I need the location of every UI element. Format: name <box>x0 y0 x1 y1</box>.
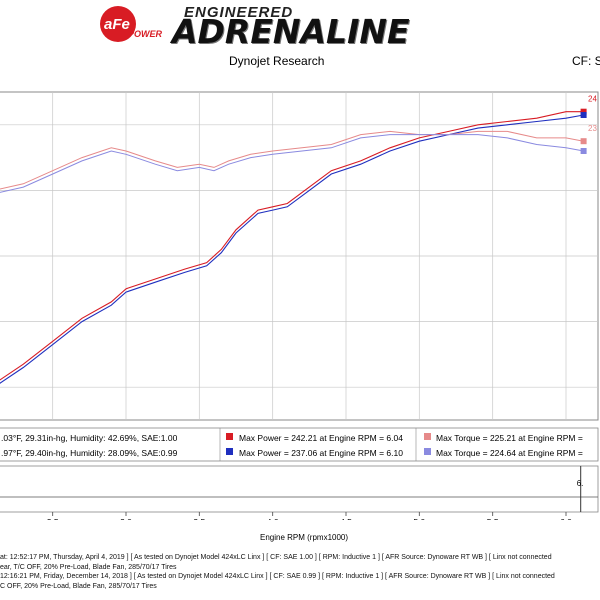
series-line-torque2 <box>0 134 584 193</box>
brand-subtitle: ENGINEERED <box>184 4 294 21</box>
chart-source: Dynojet Research <box>229 54 325 68</box>
legend-swatch-power <box>226 433 233 440</box>
legend-conditions: .03°F, 29.31in-hg, Humidity: 42.69%, SAE… <box>1 433 178 443</box>
x-tick-label: 4.0 <box>267 517 279 520</box>
footer-line-2: ear, T/C OFF, 20% Pre-Load, Blade Fan, 2… <box>0 563 177 571</box>
x-tick-label: 6.0 <box>560 517 572 520</box>
aux-strip <box>0 465 599 513</box>
series-end-label: 23 <box>588 124 597 133</box>
x-tick-label: 4.5 <box>340 517 352 520</box>
series-endpoint-power2 <box>580 112 587 118</box>
x-tick-label: 5.5 <box>487 517 499 520</box>
dyno-chart: 24 23 .03°F, 29.31in-hg, Humidity: 42.69%… <box>0 91 599 520</box>
cursor-label: 6. <box>577 479 584 488</box>
legend-power: Max Power = 237.06 at Engine RPM = 6.10 <box>239 448 403 458</box>
legend-swatch-power <box>226 448 233 455</box>
legend-swatch-torque <box>424 433 431 440</box>
brand-title: ADRENALINE <box>172 12 410 51</box>
legend-power: Max Power = 242.21 at Engine RPM = 6.04 <box>239 433 403 443</box>
series-endpoint-torque1 <box>580 138 587 145</box>
legend: .03°F, 29.31in-hg, Humidity: 42.69%, SAE… <box>0 427 599 462</box>
x-tick-label: 2.5 <box>47 517 59 520</box>
legend-conditions: .97°F, 29.40in-hg, Humidity: 28.09%, SAE… <box>1 448 178 458</box>
legend-box <box>0 427 599 462</box>
footer-line-4: C OFF, 20% Pre-Load, Blade Fan, 285/70/1… <box>0 582 157 590</box>
series-endpoint-power1 <box>580 108 587 115</box>
correction-factor-label: CF: S <box>572 54 600 68</box>
series-line-power1 <box>0 111 584 381</box>
svg-text:POWER: POWER <box>128 29 163 39</box>
legend-torque: Max Torque = 225.21 at Engine RPM = <box>436 433 583 443</box>
footer-line-1: at: 12:52:17 PM, Thursday, April 4, 2019… <box>0 554 552 561</box>
x-tick-label: 3.0 <box>120 517 132 520</box>
x-tick-label: 5.0 <box>413 517 425 520</box>
x-axis-label: Engine RPM (rpmx1000) <box>260 533 349 542</box>
series-line-torque1 <box>0 130 584 190</box>
x-tick-label: 3.5 <box>193 517 205 520</box>
series-line-power2 <box>0 114 584 384</box>
svg-text:aFe: aFe <box>104 16 130 33</box>
chart-header: aFe POWER ENGINEERED ADRENALINE Dynojet … <box>0 0 600 90</box>
series-endpoint-torque2 <box>580 148 587 154</box>
legend-swatch-torque <box>424 448 431 455</box>
run-info-footer: at: 12:52:17 PM, Thursday, April 4, 2019… <box>0 553 600 591</box>
x-axis: 6. 2.5 3.0 3.5 4.0 4.5 5.0 5.5 6.0 <box>0 465 599 520</box>
series-end-label: 24 <box>588 95 597 104</box>
legend-torque: Max Torque = 224.64 at Engine RPM = <box>436 448 583 458</box>
grid <box>0 91 599 421</box>
afe-power-logo: aFe POWER <box>100 6 163 42</box>
series-group: 24 23 <box>0 95 597 384</box>
footer-line-3: 12:16:21 PM, Friday, December 14, 2018 ]… <box>0 573 555 580</box>
